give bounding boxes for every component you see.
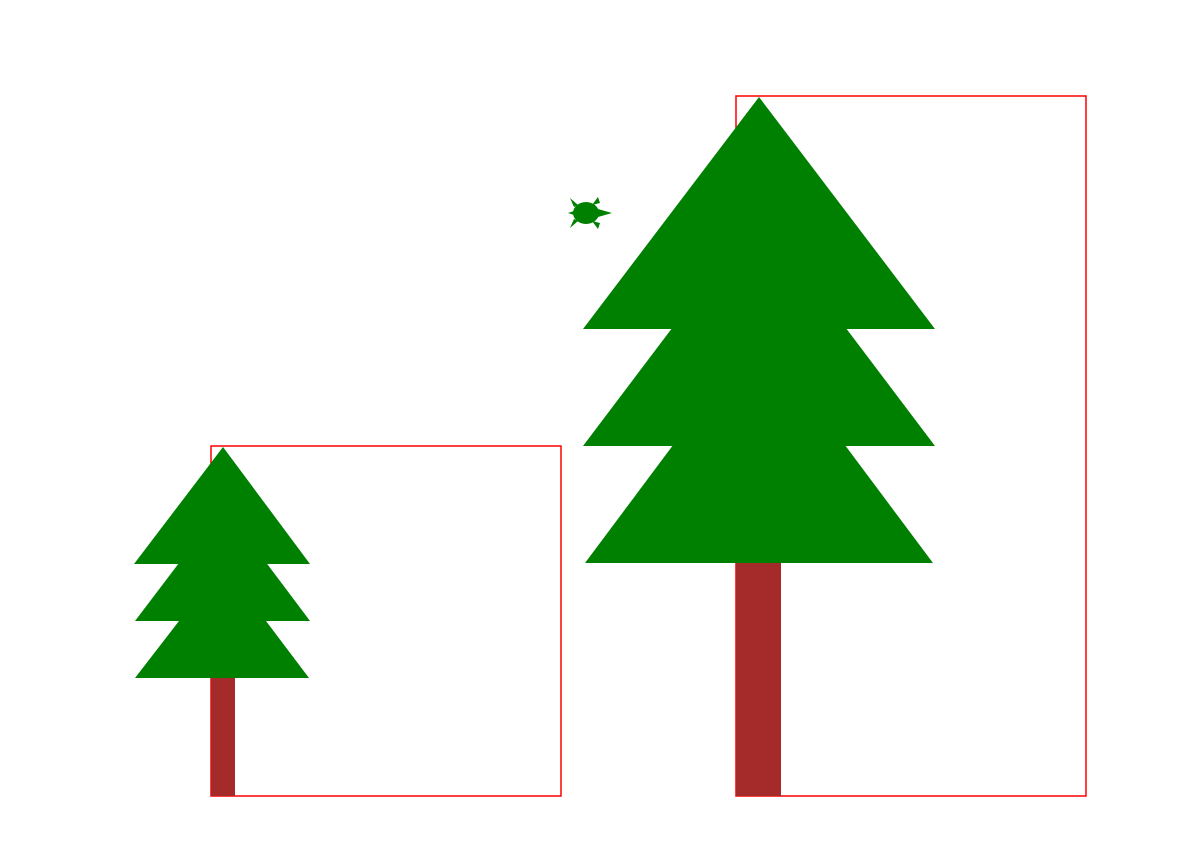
large-tree-tier-bottom: [585, 330, 933, 563]
small-tree-trunk: [211, 676, 235, 796]
turtle-leg-front-bottom: [592, 221, 600, 229]
large-tree: [583, 95, 1087, 797]
large-tree-tier-middle: [583, 213, 935, 446]
turtle-leg-back-bottom: [570, 219, 578, 228]
small-tree-tier-top: [134, 447, 310, 564]
turtle-tail: [568, 211, 574, 215]
turtle-leg-front-top: [592, 197, 600, 205]
small-tree: [134, 445, 562, 797]
turtle-leg-back-top: [570, 198, 578, 207]
turtle-cursor-icon: [568, 197, 612, 229]
large-tree-tier-top: [583, 97, 935, 329]
turtle-shell: [573, 202, 599, 224]
turtle-head: [598, 209, 612, 217]
large-tree-trunk: [736, 560, 781, 796]
